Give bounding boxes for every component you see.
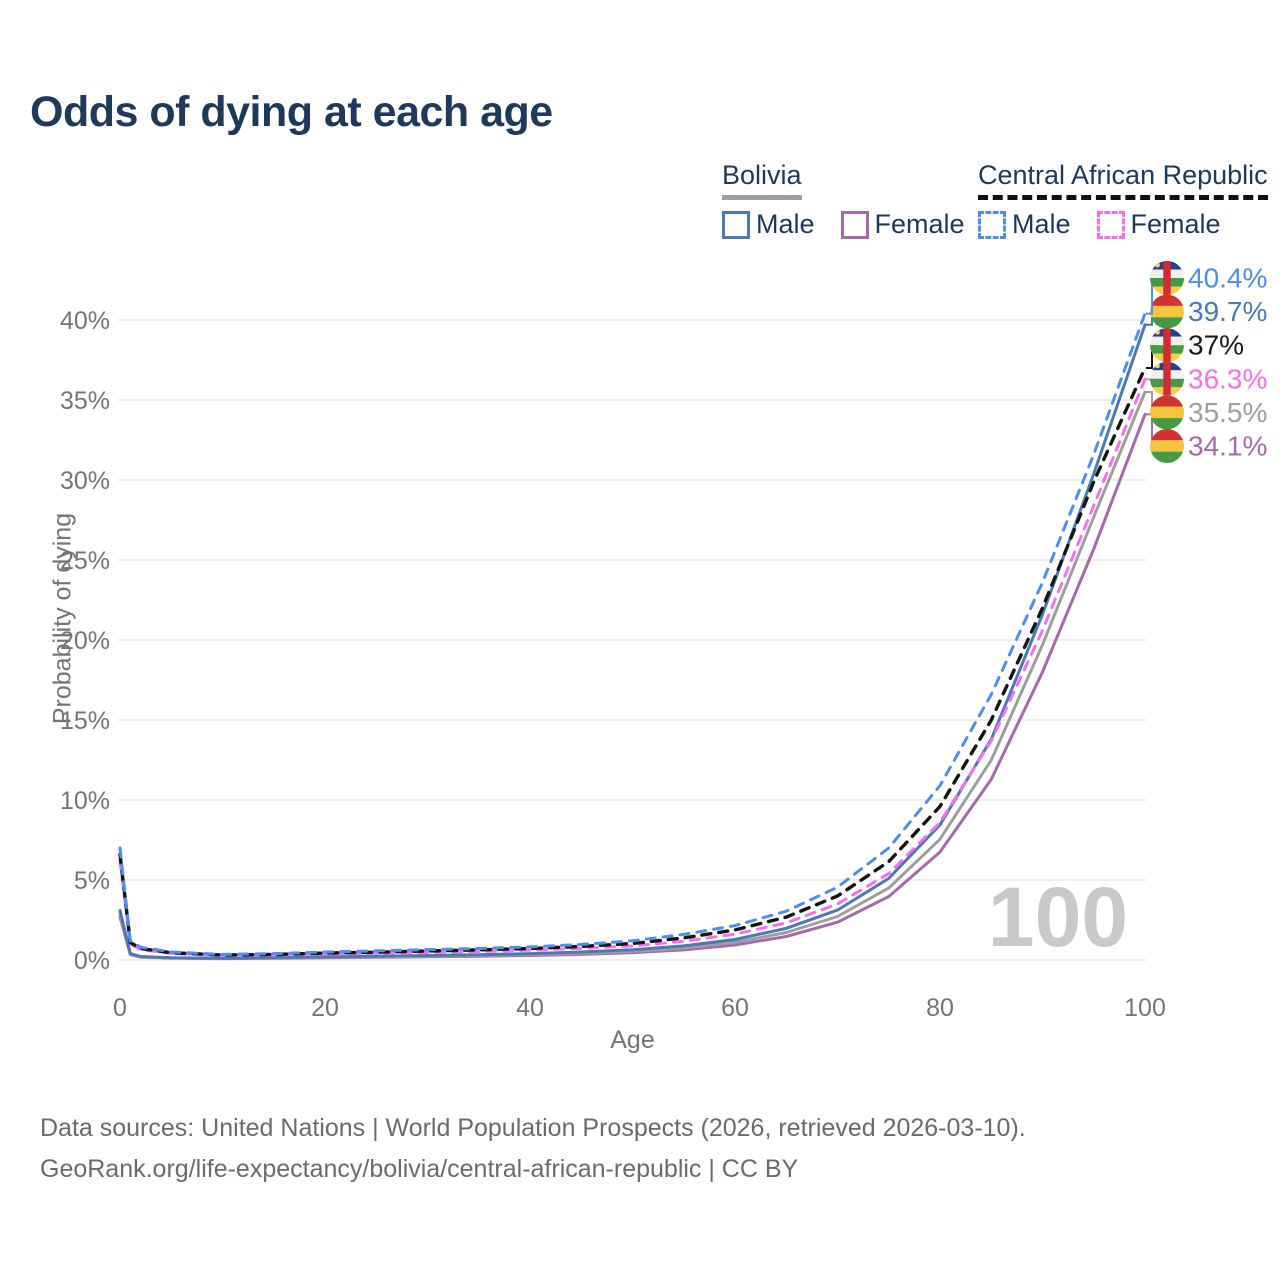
- end-value-label-car-male: 40.4%: [1188, 263, 1267, 294]
- flag-icon-car: [1150, 328, 1184, 363]
- y-tick-label: 10%: [60, 787, 110, 815]
- y-axis-title: Probability of dying: [48, 512, 77, 725]
- legend-group-bolivia: Bolivia Male Female: [722, 160, 965, 240]
- legend-swatch-icon: [978, 210, 1006, 239]
- footer: Data sources: United Nations | World Pop…: [40, 1108, 1026, 1190]
- flag-icon-bolivia: [1150, 429, 1184, 463]
- x-tick-label: 40: [516, 994, 544, 1022]
- legend-item-label: Female: [874, 209, 965, 239]
- legend-group-central-african-republic: Central African Republic Male Female: [978, 160, 1268, 240]
- y-tick-label: 30%: [60, 467, 110, 495]
- legend-swatch-icon: [840, 210, 869, 239]
- legend-swatch-icon: [722, 210, 750, 239]
- series-line-car-male[interactable]: [118, 312, 1147, 956]
- y-tick-label: 40%: [60, 307, 110, 335]
- flag-icon-car: [1150, 361, 1184, 396]
- chart-title: Odds of dying at each age: [30, 88, 553, 136]
- legend-item-central-male[interactable]: Male: [978, 209, 1071, 240]
- flag-icon-bolivia: [1150, 294, 1184, 329]
- y-tick-label: 0%: [74, 947, 110, 975]
- footer-sources-line: Data sources: United Nations | World Pop…: [40, 1114, 1026, 1142]
- x-tick-label: 20: [311, 994, 339, 1022]
- y-tick-label: 35%: [60, 387, 110, 415]
- y-tick-label: 25%: [60, 547, 110, 575]
- x-tick-label: 80: [926, 994, 954, 1022]
- watermark-age-label: 100: [988, 870, 1128, 964]
- end-value-label-bolivia-all: 35.5%: [1188, 397, 1267, 428]
- end-value-label-bolivia-female: 34.1%: [1188, 431, 1267, 462]
- flag-icon-car: [1150, 261, 1184, 295]
- footer-url-line: GeoRank.org/life-expectancy/bolivia/cent…: [40, 1155, 799, 1183]
- flag-icon-bolivia: [1150, 395, 1184, 430]
- end-value-label-car-all: 37%: [1188, 330, 1244, 361]
- legend-item-bolivia-female[interactable]: Female: [840, 209, 965, 240]
- x-axis-title: Age: [610, 1026, 655, 1054]
- y-tick-label: 20%: [60, 627, 110, 655]
- x-tick-label: 60: [721, 994, 749, 1022]
- legend-heading[interactable]: Bolivia: [722, 160, 802, 200]
- legend-item-bolivia-male[interactable]: Male: [722, 209, 815, 240]
- legend-item-label: Male: [756, 209, 815, 239]
- x-tick-label: 100: [1124, 994, 1166, 1022]
- legend-item-label: Male: [1012, 209, 1071, 239]
- legend-item-central-female[interactable]: Female: [1096, 209, 1221, 240]
- legend-item-label: Female: [1130, 209, 1221, 239]
- end-value-label-bolivia-male: 39.7%: [1188, 296, 1267, 327]
- legend: Bolivia Male Female Central African Republi…: [0, 160, 1280, 240]
- series-line-bolivia-male[interactable]: [118, 323, 1147, 960]
- legend-swatch-icon: [1096, 210, 1125, 239]
- x-tick-label: 0: [113, 994, 127, 1022]
- y-tick-label: 15%: [60, 707, 110, 735]
- y-tick-label: 5%: [74, 867, 110, 895]
- series-line-car-all[interactable]: [118, 366, 1147, 957]
- end-value-label-car-female: 36.3%: [1188, 363, 1267, 394]
- legend-heading[interactable]: Central African Republic: [978, 160, 1268, 200]
